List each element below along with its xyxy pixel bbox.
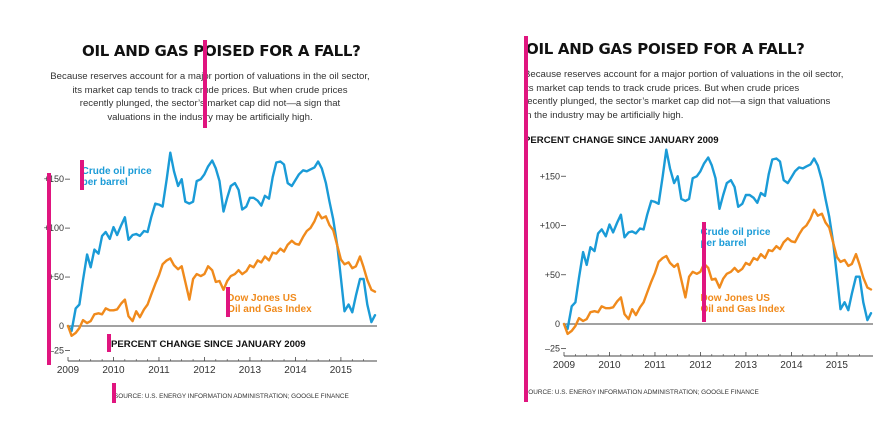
series-label: per barrel bbox=[82, 177, 128, 188]
description-line: Because reserves account for a major por… bbox=[50, 71, 370, 82]
description-line: in the industry may be artificially high… bbox=[524, 109, 684, 121]
chart-title: OIL AND GAS POISED FOR A FALL? bbox=[82, 42, 361, 60]
highlight-marker bbox=[702, 222, 706, 322]
series-label: per barrel bbox=[700, 238, 746, 249]
x-tick-label: 2014 bbox=[780, 360, 803, 371]
y-tick-label: +150 bbox=[44, 174, 64, 184]
chart-subtitle: PERCENT CHANGE SINCE JANUARY 2009 bbox=[111, 339, 306, 350]
series-label: Oil and Gas Index bbox=[227, 304, 312, 315]
crude-oil-series-line bbox=[66, 151, 377, 333]
highlight-marker bbox=[80, 160, 84, 190]
series-label: Dow Jones US bbox=[227, 293, 297, 304]
y-tick-label: +50 bbox=[545, 270, 560, 280]
x-tick-label: 2010 bbox=[598, 360, 621, 371]
source-note: SOURCE: U.S. ENERGY INFORMATION ADMINIST… bbox=[524, 389, 759, 396]
description-line: valuations in the industry may be artifi… bbox=[107, 111, 313, 123]
highlight-marker bbox=[226, 287, 230, 317]
crude-oil-series-line bbox=[562, 148, 873, 331]
description-line: its market cap tends to track crude pric… bbox=[72, 84, 348, 96]
chart-panel-right: OIL AND GAS POISED FOR A FALL? Because r… bbox=[444, 0, 888, 427]
x-tick-label: 2009 bbox=[553, 360, 576, 371]
x-tick-label: 2013 bbox=[735, 360, 758, 371]
y-tick-label: 0 bbox=[555, 319, 560, 329]
x-tick-label: 2012 bbox=[689, 360, 712, 371]
chart-description: Because reserves account for a major por… bbox=[20, 70, 400, 124]
x-tick-label: 2010 bbox=[102, 365, 125, 376]
x-tick-label: 2009 bbox=[57, 365, 80, 376]
highlight-marker bbox=[47, 173, 51, 365]
highlight-marker bbox=[524, 36, 528, 402]
x-tick-label: 2011 bbox=[148, 365, 170, 376]
highlight-marker bbox=[107, 334, 111, 352]
line-chart: –25 0 +50 +100 +150 2009 2010 2011 2012 2013 2014 2… bbox=[44, 151, 377, 376]
x-tick-label: 2014 bbox=[284, 365, 307, 376]
line-chart: –25 0 +50 +100 +150 2009 2010 2011 2012 2013 2014 2… bbox=[540, 148, 873, 371]
series-label: Crude oil price bbox=[700, 227, 770, 238]
series-label: Crude oil price bbox=[82, 166, 152, 177]
dow-jones-series-line bbox=[562, 208, 873, 336]
series-label: Oil and Gas Index bbox=[700, 304, 785, 315]
x-tick-label: 2011 bbox=[644, 360, 666, 371]
y-tick-label: +100 bbox=[540, 221, 560, 231]
dow-jones-series-line bbox=[66, 211, 377, 337]
chart-description: Because reserves account for a major por… bbox=[524, 68, 874, 122]
y-tick-label: +100 bbox=[44, 223, 64, 233]
description-line: Because reserves account for a major por… bbox=[524, 69, 844, 80]
series-label: Dow Jones US bbox=[700, 293, 770, 304]
description-line: its market cap tends to track crude pric… bbox=[524, 82, 800, 94]
y-tick-label: +50 bbox=[49, 272, 64, 282]
x-tick-label: 2015 bbox=[826, 360, 849, 371]
chart-subtitle: PERCENT CHANGE SINCE JANUARY 2009 bbox=[524, 135, 719, 146]
source-note: SOURCE: U.S. ENERGY INFORMATION ADMINIST… bbox=[114, 393, 349, 400]
chart-panel-left: OIL AND GAS POISED FOR A FALL? Because r… bbox=[20, 40, 400, 403]
x-tick-label: 2013 bbox=[239, 365, 262, 376]
y-tick-label: +150 bbox=[540, 171, 560, 181]
chart-title: OIL AND GAS POISED FOR A FALL? bbox=[526, 40, 805, 58]
description-line: recently plunged, the sector’s market ca… bbox=[79, 98, 341, 109]
y-tick-label: –25 bbox=[49, 345, 64, 355]
highlight-marker bbox=[203, 40, 207, 128]
x-tick-label: 2015 bbox=[330, 365, 353, 376]
y-tick-label: 0 bbox=[59, 321, 64, 331]
highlight-marker bbox=[112, 383, 116, 403]
y-tick-label: –25 bbox=[545, 344, 560, 354]
description-line: recently plunged, the sector’s market ca… bbox=[524, 96, 831, 107]
x-tick-label: 2012 bbox=[193, 365, 216, 376]
